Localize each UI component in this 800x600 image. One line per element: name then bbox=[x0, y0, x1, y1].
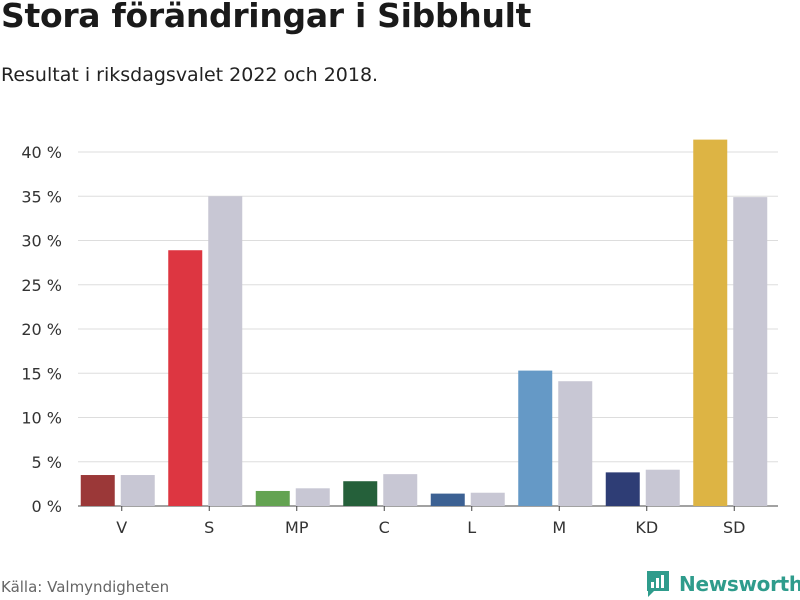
x-tick-label: S bbox=[204, 518, 214, 537]
y-tick-label: 0 % bbox=[32, 497, 62, 516]
y-tick-label: 10 % bbox=[21, 409, 62, 428]
y-tick-label: 25 % bbox=[21, 276, 62, 295]
newsworthy-logo-icon bbox=[647, 571, 669, 597]
chart-title: Stora förändringar i Sibbhult bbox=[1, 0, 532, 35]
bar-2018-C bbox=[383, 474, 418, 506]
bar-2022-V bbox=[80, 475, 115, 506]
bar-chart: 0 % 5 % 10 % 15 % 20 % 25 % 30 % 35 % 40 % V S MP C L… bbox=[21, 139, 778, 537]
chart-subtitle: Resultat i riksdagsvalet 2022 och 2018. bbox=[1, 64, 379, 86]
bar-2022-C bbox=[343, 481, 378, 506]
bar-2018-KD bbox=[645, 469, 680, 506]
x-tick-label: SD bbox=[723, 518, 745, 537]
y-tick-label: 5 % bbox=[32, 453, 62, 472]
bar-2018-MP bbox=[295, 488, 330, 506]
x-tick-label: KD bbox=[635, 518, 658, 537]
bar-2022-MP bbox=[255, 490, 290, 506]
bar-2018-SD bbox=[733, 197, 768, 506]
x-tick-label: MP bbox=[285, 518, 309, 537]
bar-2022-SD bbox=[693, 139, 728, 507]
x-tick-label: M bbox=[552, 518, 566, 537]
bar-2022-M bbox=[518, 370, 553, 506]
y-tick-label: 20 % bbox=[21, 320, 62, 339]
brand-name: Newsworthy bbox=[679, 572, 800, 596]
x-tick-label: C bbox=[379, 518, 390, 537]
bar-2022-S bbox=[168, 250, 203, 506]
y-tick-label: 15 % bbox=[21, 364, 62, 383]
y-tick-label: 35 % bbox=[21, 187, 62, 206]
bar-2018-S bbox=[208, 196, 243, 506]
bar-2018-M bbox=[558, 381, 593, 506]
source-label: Källa: Valmyndigheten bbox=[1, 578, 170, 596]
bar-2018-V bbox=[120, 475, 155, 506]
brand[interactable]: Newsworthy bbox=[645, 569, 800, 599]
x-tick-label: V bbox=[116, 518, 127, 537]
y-tick-label: 40 % bbox=[21, 143, 62, 162]
x-tick-label: L bbox=[467, 518, 476, 537]
y-tick-label: 30 % bbox=[21, 232, 62, 251]
bar-2018-L bbox=[470, 492, 505, 506]
bar-2022-L bbox=[430, 493, 465, 506]
bar-2022-KD bbox=[605, 472, 640, 506]
